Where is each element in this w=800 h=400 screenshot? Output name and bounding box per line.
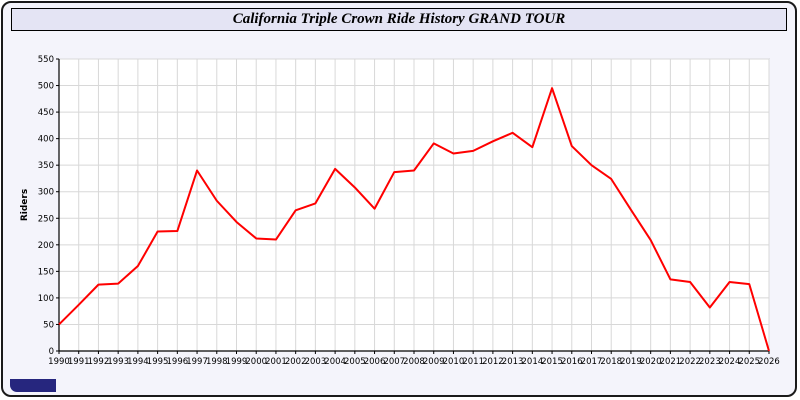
x-tick-label: 2023 — [699, 357, 721, 367]
y-tick-label: 500 — [38, 82, 54, 92]
x-tick-label: 2004 — [324, 357, 346, 367]
x-tick-label: 2010 — [443, 357, 465, 367]
x-tick-label: 1999 — [226, 357, 248, 367]
y-tick-label: 0 — [49, 347, 54, 357]
x-tick-label: 2005 — [344, 357, 366, 367]
ride-history-line-chart: 1990199119921993199419951996199719981999… — [20, 55, 780, 367]
x-tick-label: 2006 — [364, 357, 386, 367]
x-tick-label: 2026 — [758, 357, 780, 367]
x-tick-label: 2001 — [265, 357, 287, 367]
x-tick-label: 2002 — [285, 357, 307, 367]
data-line-riders — [58, 87, 770, 352]
x-tick-label: 1994 — [127, 357, 149, 367]
x-tick-label: 1997 — [186, 357, 208, 367]
x-tick-label: 2019 — [620, 357, 642, 367]
x-tick-label: 1995 — [147, 357, 169, 367]
y-tick-label: 50 — [43, 320, 54, 330]
x-tick-label: 2025 — [738, 357, 760, 367]
x-tick-label: 1996 — [167, 357, 189, 367]
x-tick-label: 1992 — [88, 357, 110, 367]
x-tick-label: 2020 — [640, 357, 662, 367]
x-tick-label: 2014 — [522, 357, 544, 367]
x-tick-label: 2022 — [679, 357, 701, 367]
x-tick-label: 2009 — [423, 357, 445, 367]
y-tick-label: 550 — [38, 55, 54, 65]
x-tick-label: 2012 — [482, 357, 504, 367]
x-tick-label: 2011 — [462, 357, 484, 367]
y-tick-label: 400 — [38, 135, 54, 145]
y-axis-label: Riders — [20, 189, 30, 221]
x-tick-label: 2013 — [502, 357, 524, 367]
footer-badge — [10, 379, 56, 392]
x-tick-label: 2007 — [383, 357, 405, 367]
y-tick-label: 200 — [38, 241, 54, 251]
x-tick-label: 1993 — [107, 357, 129, 367]
x-tick-label: 2018 — [600, 357, 622, 367]
x-tick-label: 1991 — [68, 357, 90, 367]
x-tick-label: 2015 — [541, 357, 563, 367]
x-tick-label: 2000 — [245, 357, 267, 367]
y-tick-label: 250 — [38, 214, 54, 224]
y-tick-label: 450 — [38, 108, 54, 118]
y-tick-label: 100 — [38, 294, 54, 304]
x-tick-label: 2017 — [581, 357, 603, 367]
x-tick-label: 1998 — [206, 357, 228, 367]
x-tick-label: 2008 — [403, 357, 425, 367]
x-tick-label: 2021 — [660, 357, 682, 367]
chart-title: California Triple Crown Ride History GRA… — [232, 11, 566, 27]
y-tick-label: 350 — [38, 161, 54, 171]
chart-title-bar: California Triple Crown Ride History GRA… — [11, 8, 787, 31]
x-tick-label: 2003 — [305, 357, 327, 367]
x-tick-label: 2016 — [561, 357, 583, 367]
y-tick-label: 150 — [38, 267, 54, 277]
x-tick-label: 2024 — [719, 357, 741, 367]
y-tick-label: 300 — [38, 188, 54, 198]
x-tick-label: 1990 — [48, 357, 70, 367]
